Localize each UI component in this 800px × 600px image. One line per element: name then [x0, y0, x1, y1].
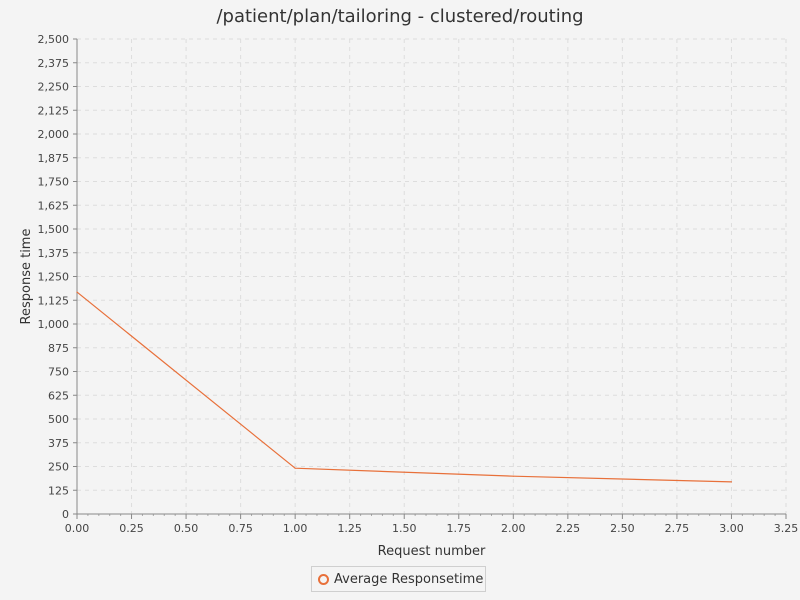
y-tick-label: 500 [48, 413, 69, 426]
x-tick-label: 1.75 [447, 522, 472, 535]
y-tick-label: 2,250 [38, 81, 70, 94]
y-tick-label: 1,250 [38, 271, 70, 284]
x-tick-label: 2.00 [501, 522, 526, 535]
y-tick-label: 125 [48, 484, 69, 497]
x-tick-label: 0.25 [119, 522, 144, 535]
grid-lines [76, 38, 787, 515]
y-tick-label: 625 [48, 389, 69, 402]
data-point [294, 467, 296, 469]
y-tick-label: 2,375 [38, 57, 70, 70]
legend: Average Responsetime [311, 566, 486, 592]
y-tick-label: 2,500 [38, 33, 70, 46]
y-axis-label: Response time [19, 229, 34, 325]
x-tick-label: 2.75 [665, 522, 690, 535]
x-tick-label: 1.00 [283, 522, 308, 535]
y-tick-label: 1,625 [38, 199, 70, 212]
y-tick-label: 2,125 [38, 104, 70, 117]
x-tick-label: 3.00 [719, 522, 744, 535]
x-tick-label: 3.25 [774, 522, 799, 535]
legend-marker-icon [318, 573, 329, 585]
y-tick-label: 2,000 [38, 128, 70, 141]
data-point [730, 481, 733, 483]
series-layer [76, 291, 733, 483]
y-tick-label: 250 [48, 461, 69, 474]
x-tick-label: 2.25 [556, 522, 581, 535]
x-tick-label: 2.50 [610, 522, 635, 535]
y-tick-label: 375 [48, 437, 69, 450]
series-line [76, 291, 732, 483]
x-tick-label: 1.25 [337, 522, 362, 535]
x-axis-label: Request number [378, 544, 486, 559]
legend-label: Average Responsetime [334, 571, 484, 587]
axes: 0 125 250 375 500 625 750 875 1,000 1,125 1,250 1,3… [38, 33, 799, 535]
y-tick-label: 1,000 [38, 318, 70, 331]
x-tick-label: 0.75 [228, 522, 253, 535]
chart-title: /patient/plan/tailoring - clustered/rout… [216, 6, 584, 27]
y-tick-label: 750 [48, 366, 69, 379]
data-point [76, 291, 78, 293]
y-tick-label: 1,750 [38, 176, 70, 189]
data-point [512, 475, 514, 477]
y-tick-label: 1,500 [38, 223, 70, 236]
x-tick-label: 0.00 [65, 522, 90, 535]
y-tick-label: 1,375 [38, 247, 70, 260]
y-tick-label: 1,875 [38, 152, 70, 165]
y-tick-label: 0 [62, 508, 69, 521]
x-tick-label: 0.50 [174, 522, 199, 535]
y-tick-label: 1,125 [38, 294, 70, 307]
x-tick-label: 1.50 [392, 522, 417, 535]
y-tick-label: 875 [48, 342, 69, 355]
